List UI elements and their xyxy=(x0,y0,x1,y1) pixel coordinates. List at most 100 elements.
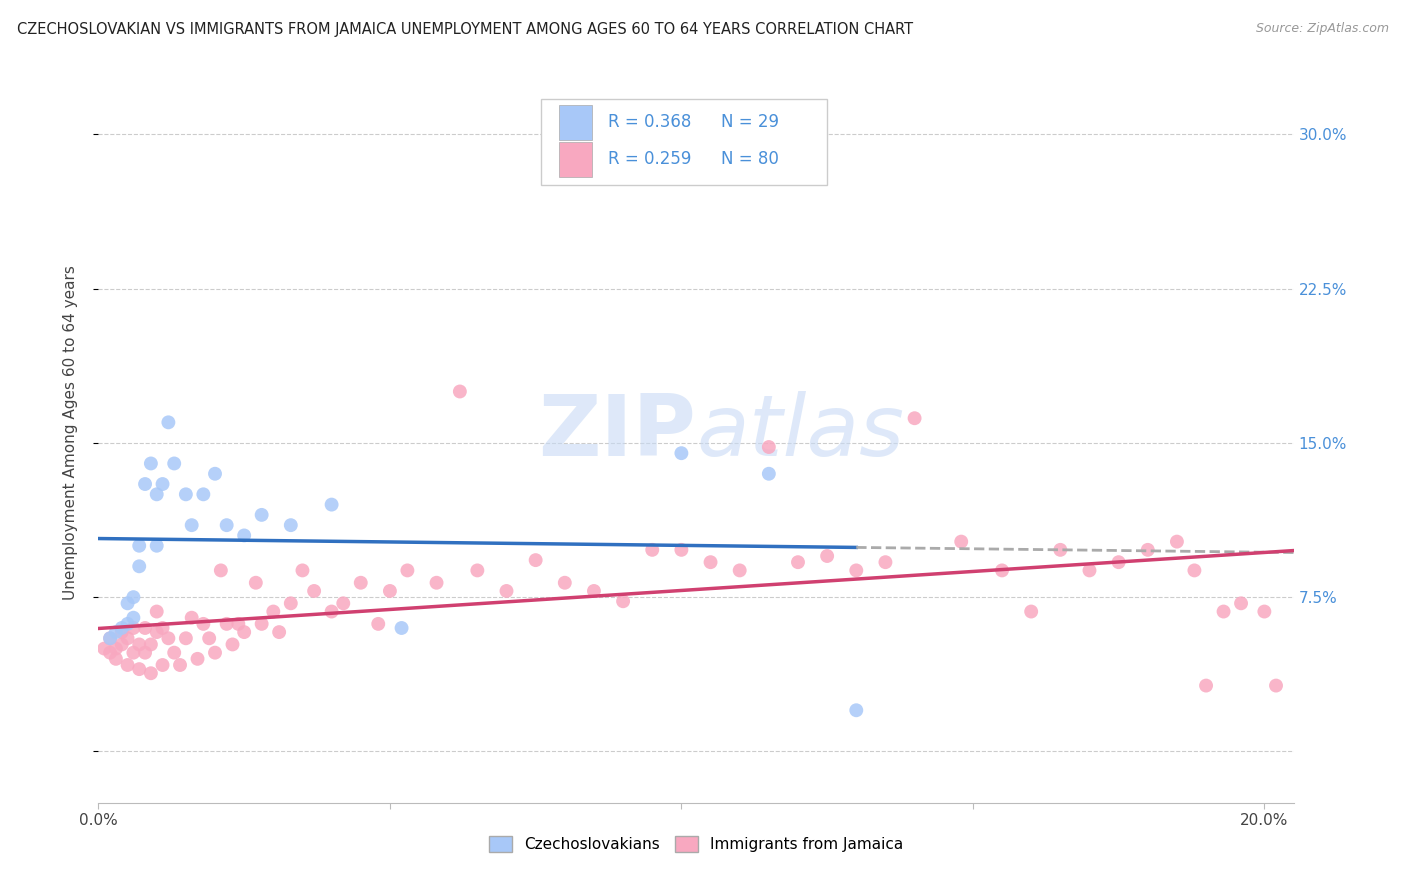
Point xyxy=(671,542,693,557)
Point xyxy=(152,621,174,635)
Point xyxy=(1265,679,1288,693)
Point xyxy=(845,703,868,717)
Point xyxy=(1078,563,1101,577)
Point xyxy=(582,584,605,599)
Point xyxy=(1136,542,1159,557)
Point xyxy=(332,596,354,610)
Point xyxy=(250,616,273,631)
Point xyxy=(280,596,302,610)
Point xyxy=(93,641,115,656)
Point xyxy=(204,467,226,481)
Point xyxy=(815,549,838,563)
Point xyxy=(193,616,215,631)
Point xyxy=(245,575,267,590)
Text: Source: ZipAtlas.com: Source: ZipAtlas.com xyxy=(1256,22,1389,36)
Point xyxy=(903,411,925,425)
Point xyxy=(1253,605,1275,619)
Point xyxy=(163,646,186,660)
FancyBboxPatch shape xyxy=(541,99,827,185)
Point xyxy=(122,611,145,625)
Point xyxy=(280,518,302,533)
Point xyxy=(98,632,121,646)
Point xyxy=(139,666,162,681)
Point xyxy=(367,616,389,631)
Point xyxy=(233,625,256,640)
Point xyxy=(1195,679,1218,693)
Point xyxy=(787,555,810,569)
Point xyxy=(169,658,191,673)
Point xyxy=(495,584,517,599)
Point xyxy=(111,637,134,651)
Point xyxy=(134,477,156,491)
Point xyxy=(1108,555,1130,569)
Point xyxy=(134,621,156,635)
Point xyxy=(215,616,238,631)
Point xyxy=(875,555,897,569)
Point xyxy=(174,632,197,646)
Point xyxy=(193,487,215,501)
Point xyxy=(111,621,134,635)
Point xyxy=(134,646,156,660)
Point xyxy=(104,625,127,640)
Point xyxy=(139,637,162,651)
Point xyxy=(180,518,202,533)
Point xyxy=(174,487,197,501)
Point xyxy=(198,632,221,646)
Point xyxy=(128,539,150,553)
Point xyxy=(145,539,167,553)
Point xyxy=(145,625,167,640)
Text: R = 0.259: R = 0.259 xyxy=(607,151,690,169)
Point xyxy=(180,611,202,625)
Point xyxy=(449,384,471,399)
Point xyxy=(157,632,180,646)
Point xyxy=(128,637,150,651)
Point xyxy=(221,637,243,651)
Point xyxy=(950,534,973,549)
Point xyxy=(1019,605,1042,619)
Point xyxy=(1184,563,1206,577)
Point xyxy=(378,584,401,599)
Point xyxy=(845,563,868,577)
Point xyxy=(524,553,547,567)
Point xyxy=(204,646,226,660)
Point xyxy=(321,605,343,619)
Point xyxy=(233,528,256,542)
Point xyxy=(262,605,284,619)
FancyBboxPatch shape xyxy=(558,142,592,178)
Point xyxy=(104,641,127,656)
Point xyxy=(612,594,634,608)
Point xyxy=(122,590,145,604)
Point xyxy=(128,662,150,676)
Text: ZIP: ZIP xyxy=(538,391,696,475)
Point xyxy=(425,575,447,590)
Point xyxy=(758,467,780,481)
Point xyxy=(228,616,250,631)
Point xyxy=(117,658,139,673)
Point xyxy=(467,563,489,577)
Point xyxy=(139,457,162,471)
Point xyxy=(98,632,121,646)
Point xyxy=(215,518,238,533)
Point xyxy=(1212,605,1234,619)
Point xyxy=(122,621,145,635)
Point xyxy=(321,498,343,512)
Point xyxy=(1166,534,1188,549)
Point xyxy=(1230,596,1253,610)
Point xyxy=(391,621,413,635)
Text: N = 80: N = 80 xyxy=(721,151,779,169)
Point xyxy=(350,575,373,590)
Point xyxy=(991,563,1014,577)
Point xyxy=(145,487,167,501)
Point xyxy=(554,575,576,590)
Point xyxy=(98,646,121,660)
Point xyxy=(302,584,325,599)
Point xyxy=(117,632,139,646)
Point xyxy=(186,652,208,666)
Point xyxy=(1049,542,1071,557)
Point xyxy=(152,477,174,491)
Point xyxy=(157,415,180,429)
Point xyxy=(699,555,721,569)
Point xyxy=(163,457,186,471)
Point xyxy=(209,563,232,577)
Y-axis label: Unemployment Among Ages 60 to 64 years: Unemployment Among Ages 60 to 64 years xyxy=(63,265,77,600)
